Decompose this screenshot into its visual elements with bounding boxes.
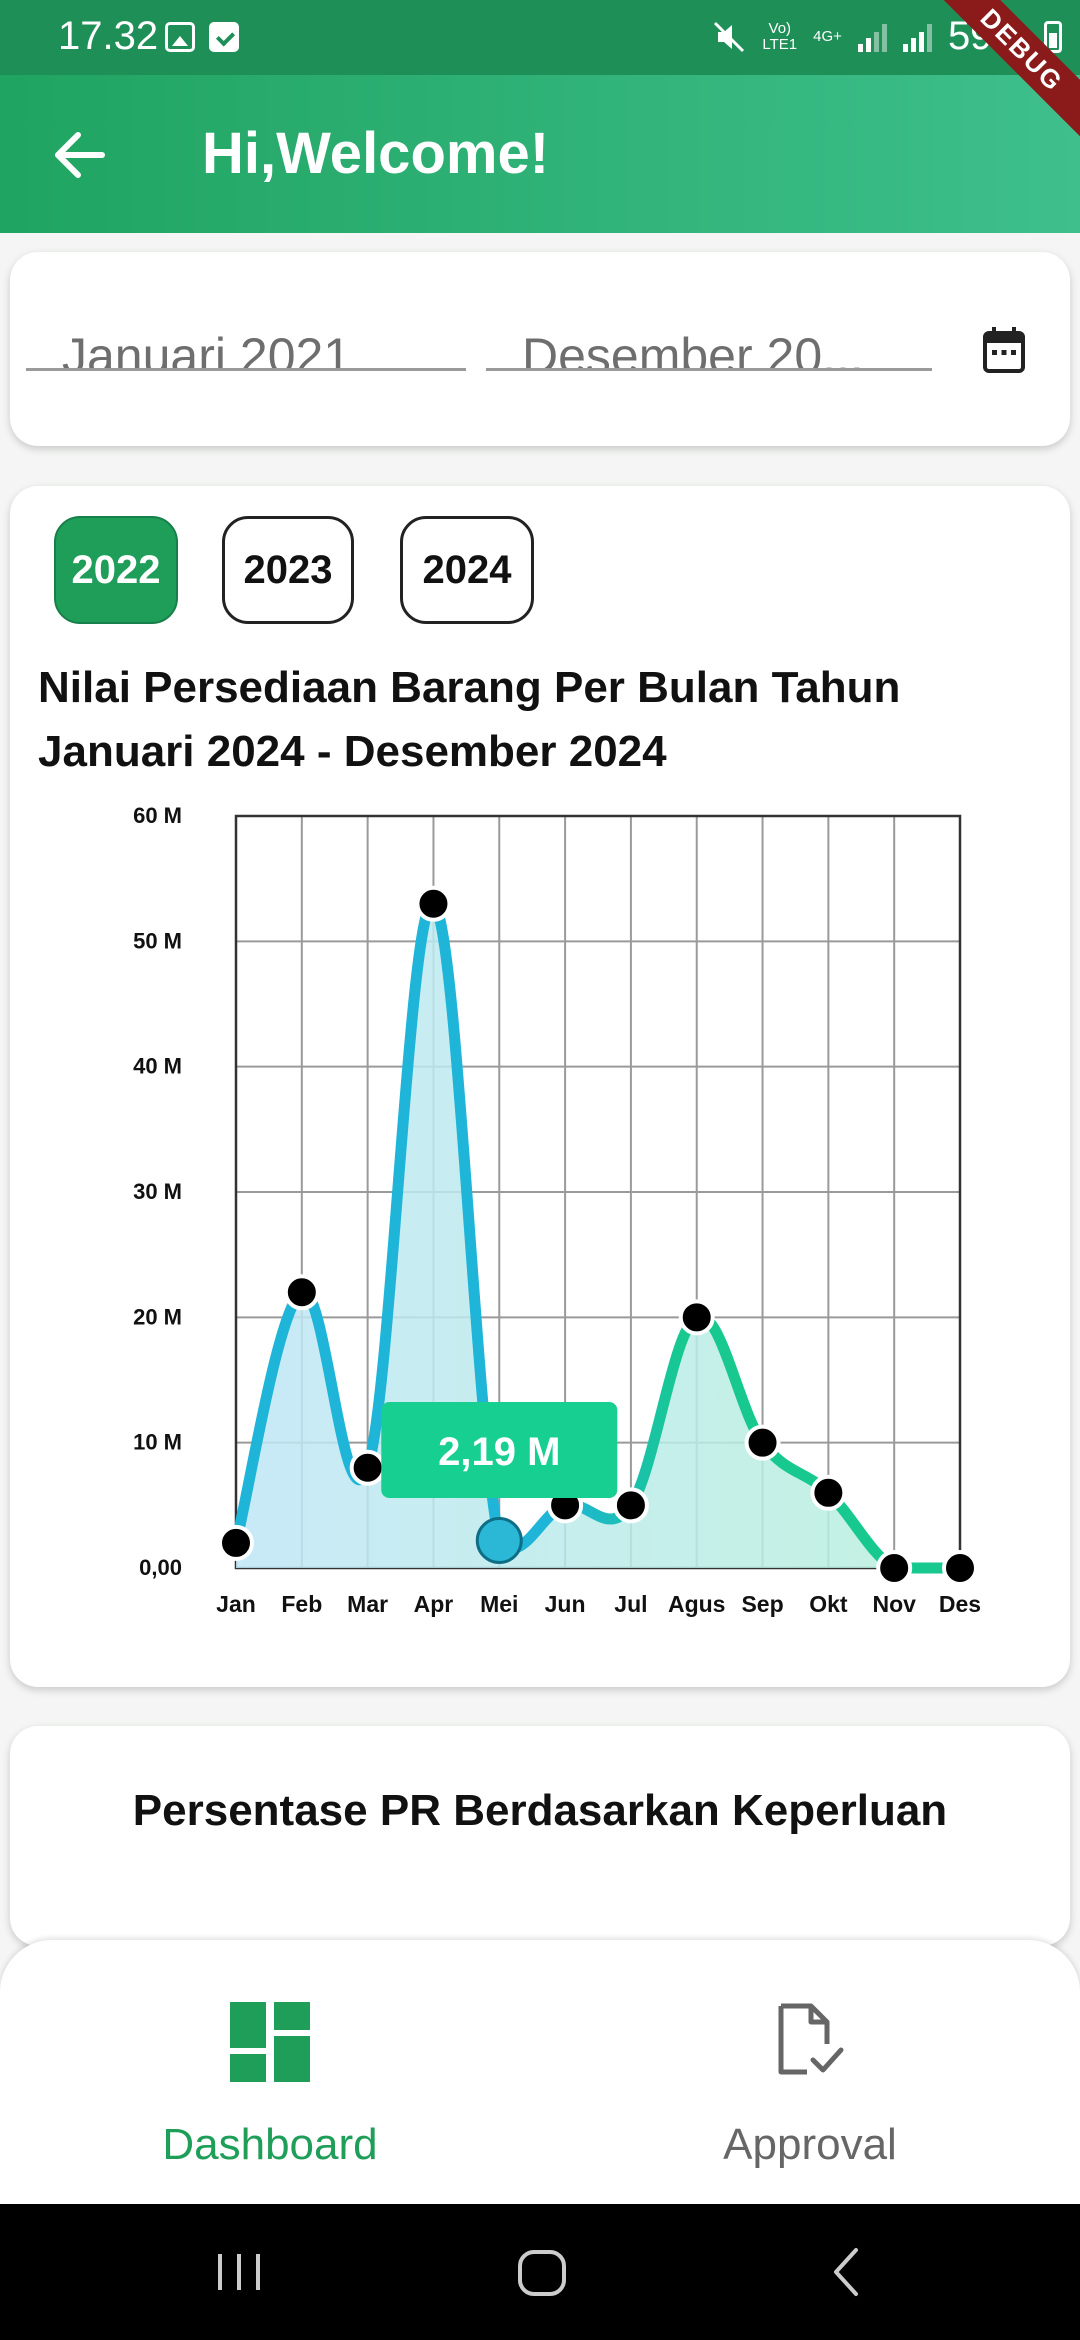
volte-label: Vo): [768, 19, 792, 37]
back-arrow-icon[interactable]: [50, 125, 110, 185]
y-tick-label: 50 M: [133, 928, 182, 953]
status-bar: 17.32 Vo) LTE1 4G+ 59%: [0, 0, 1080, 75]
data-point[interactable]: [415, 885, 452, 922]
page-title: Hi,Welcome!: [202, 121, 550, 186]
nav-dashboard[interactable]: Dashboard: [0, 1940, 540, 2204]
end-date-value: Desember 20...: [522, 328, 864, 371]
series-area: [236, 903, 960, 1568]
chart-title-line1: Nilai Persediaan Barang Per Bulan Tahun: [38, 663, 901, 712]
network-type: 4G+: [813, 27, 842, 45]
start-date-field[interactable]: Januari 2021: [26, 288, 466, 371]
y-tick-label: 40 M: [133, 1054, 182, 1079]
chart-title-line2: Januari 2024 - Desember 2024: [38, 727, 667, 776]
x-tick-label: Mar: [347, 1591, 388, 1617]
signal-1-icon: [857, 22, 887, 52]
y-tick-label: 10 M: [133, 1430, 182, 1455]
chart-title: Nilai Persediaan Barang Per Bulan Tahun …: [38, 656, 1048, 784]
back-nav-icon[interactable]: [826, 2242, 866, 2302]
data-point[interactable]: [810, 1474, 847, 1511]
y-tick-label: 60 M: [133, 803, 182, 828]
y-tick-label: 30 M: [133, 1179, 182, 1204]
x-tick-label: Apr: [414, 1591, 454, 1617]
tooltip-box: [381, 1402, 618, 1498]
end-date-field[interactable]: Desember 20...: [486, 288, 932, 371]
x-tick-label: Okt: [809, 1591, 848, 1617]
dashboard-icon: [230, 2002, 310, 2082]
approval-document-icon: [778, 2003, 844, 2075]
app-bar: Hi,Welcome!: [0, 75, 1080, 233]
system-navigation-bar: [0, 2204, 1080, 2340]
data-point[interactable]: [744, 1424, 781, 1461]
data-point[interactable]: [942, 1550, 978, 1586]
bottom-navigation: Dashboard Approval: [0, 1940, 1080, 2204]
pr-section-title: Persentase PR Berdasarkan Keperluan: [132, 1786, 948, 1835]
battery-icon: [1044, 20, 1062, 53]
data-point[interactable]: [283, 1274, 320, 1311]
inventory-chart-card: 2022 2023 2024 Nilai Persediaan Barang P…: [10, 486, 1070, 1687]
y-tick-label: 20 M: [133, 1304, 182, 1329]
mute-icon: [714, 21, 745, 52]
data-point-selected[interactable]: [475, 1517, 523, 1565]
x-tick-label: Sep: [741, 1591, 783, 1617]
data-point[interactable]: [678, 1299, 715, 1336]
notification-icons: [165, 22, 239, 52]
lte-label: LTE1: [762, 35, 798, 53]
recent-apps-icon[interactable]: [214, 2242, 264, 2302]
pr-percentage-card: Persentase PR Berdasarkan Keperluan: [10, 1726, 1070, 1946]
y-tick-label: 0,00: [139, 1555, 182, 1580]
start-date-value: Januari 2021: [62, 328, 352, 371]
x-tick-label: Mei: [480, 1591, 518, 1617]
x-tick-label: Agus: [668, 1591, 726, 1617]
tooltip-label: 2,19 M: [438, 1430, 560, 1474]
volte-indicator: Vo) LTE1: [762, 19, 798, 53]
nav-dashboard-label: Dashboard: [162, 2120, 378, 2169]
nav-approval[interactable]: Approval: [540, 1940, 1080, 2204]
data-point[interactable]: [876, 1550, 913, 1586]
data-point[interactable]: [218, 1524, 254, 1561]
signal-2-icon: [902, 22, 932, 52]
home-icon[interactable]: [514, 2242, 570, 2302]
x-tick-label: Jul: [614, 1591, 647, 1617]
gallery-icon: [165, 22, 195, 52]
x-tick-label: Jan: [216, 1591, 256, 1617]
year-chip-2023[interactable]: 2023: [222, 516, 354, 624]
calendar-icon[interactable]: [982, 326, 1026, 374]
x-tick-label: Feb: [281, 1591, 322, 1617]
year-chip-2024[interactable]: 2024: [400, 516, 534, 624]
inventory-line-chart: 0,00 10 M 20 M 30 M 40 M 50 M 60 M Jan Feb Mar Apr…: [133, 803, 981, 1617]
data-point[interactable]: [349, 1449, 386, 1486]
data-point[interactable]: [612, 1487, 649, 1524]
task-check-icon: [209, 22, 239, 52]
x-tick-label: Jun: [545, 1591, 586, 1617]
x-tick-label: Des: [939, 1591, 981, 1617]
year-chip-2022[interactable]: 2022: [54, 516, 178, 624]
date-range-card: Januari 2021 Desember 20...: [10, 252, 1070, 446]
nav-approval-label: Approval: [723, 2120, 897, 2169]
status-time: 17.32: [58, 14, 159, 58]
x-tick-label: Nov: [872, 1591, 916, 1617]
